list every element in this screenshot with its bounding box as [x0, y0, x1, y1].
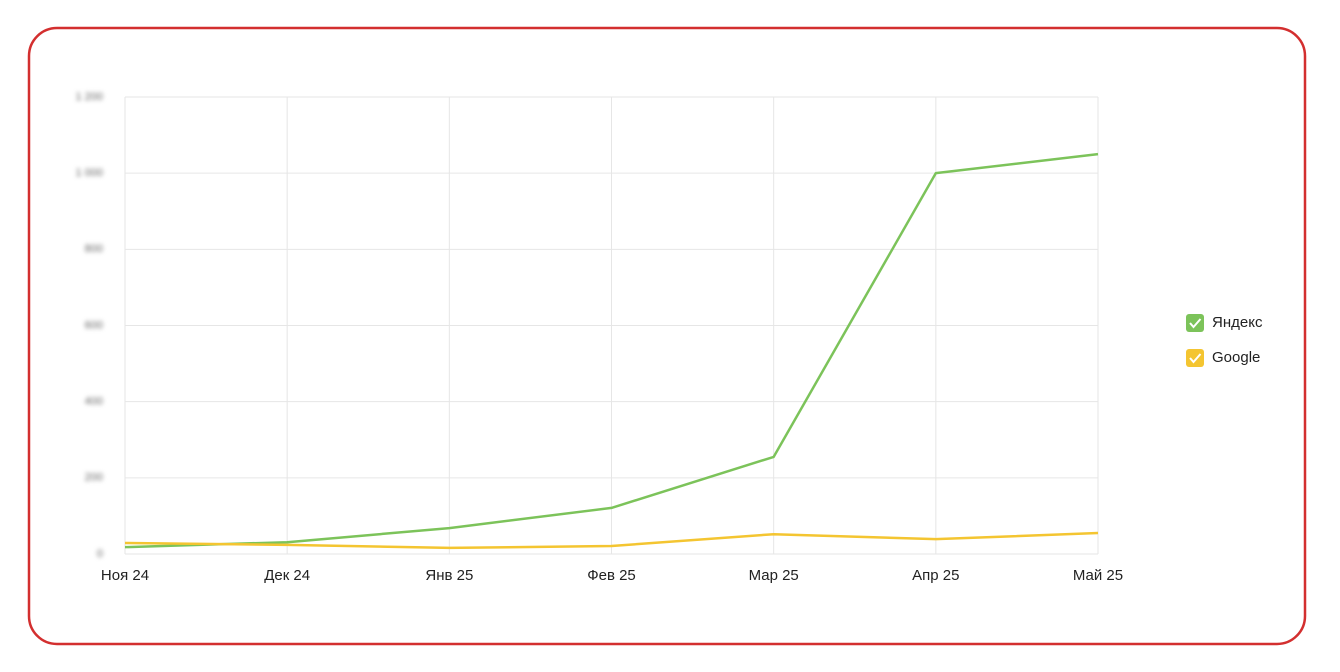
y-tick-label: 200: [85, 472, 103, 484]
y-tick-label: 800: [85, 243, 103, 255]
legend-check: [1189, 318, 1202, 329]
x-tick-label: Май 25: [1073, 567, 1123, 584]
x-tick-label: Мар 25: [749, 567, 799, 584]
line: [124, 531, 1099, 550]
legend-check: [1189, 353, 1202, 364]
legend-label[interactable]: Google: [1212, 349, 1260, 366]
y-tick-label: 0: [97, 548, 103, 560]
y-tick-label: 1 000: [75, 167, 103, 179]
x-tick-label: Фев 25: [587, 567, 636, 584]
legend-swatch[interactable]: [1186, 314, 1204, 332]
x-tick-label: Янв 25: [425, 567, 473, 584]
y-tick-label: 1 200: [75, 91, 103, 103]
x-tick-label: Ноя 24: [101, 567, 149, 584]
x-tick-label: Дек 24: [264, 567, 310, 584]
line: [124, 152, 1099, 549]
legend-swatch[interactable]: [1186, 349, 1204, 367]
y-tick-label: 400: [85, 396, 103, 408]
y-tick-label: 600: [85, 319, 103, 331]
x-tick-label: Апр 25: [912, 567, 959, 584]
frame: [27, 26, 1307, 646]
legend-label[interactable]: Яндекс: [1212, 314, 1263, 331]
